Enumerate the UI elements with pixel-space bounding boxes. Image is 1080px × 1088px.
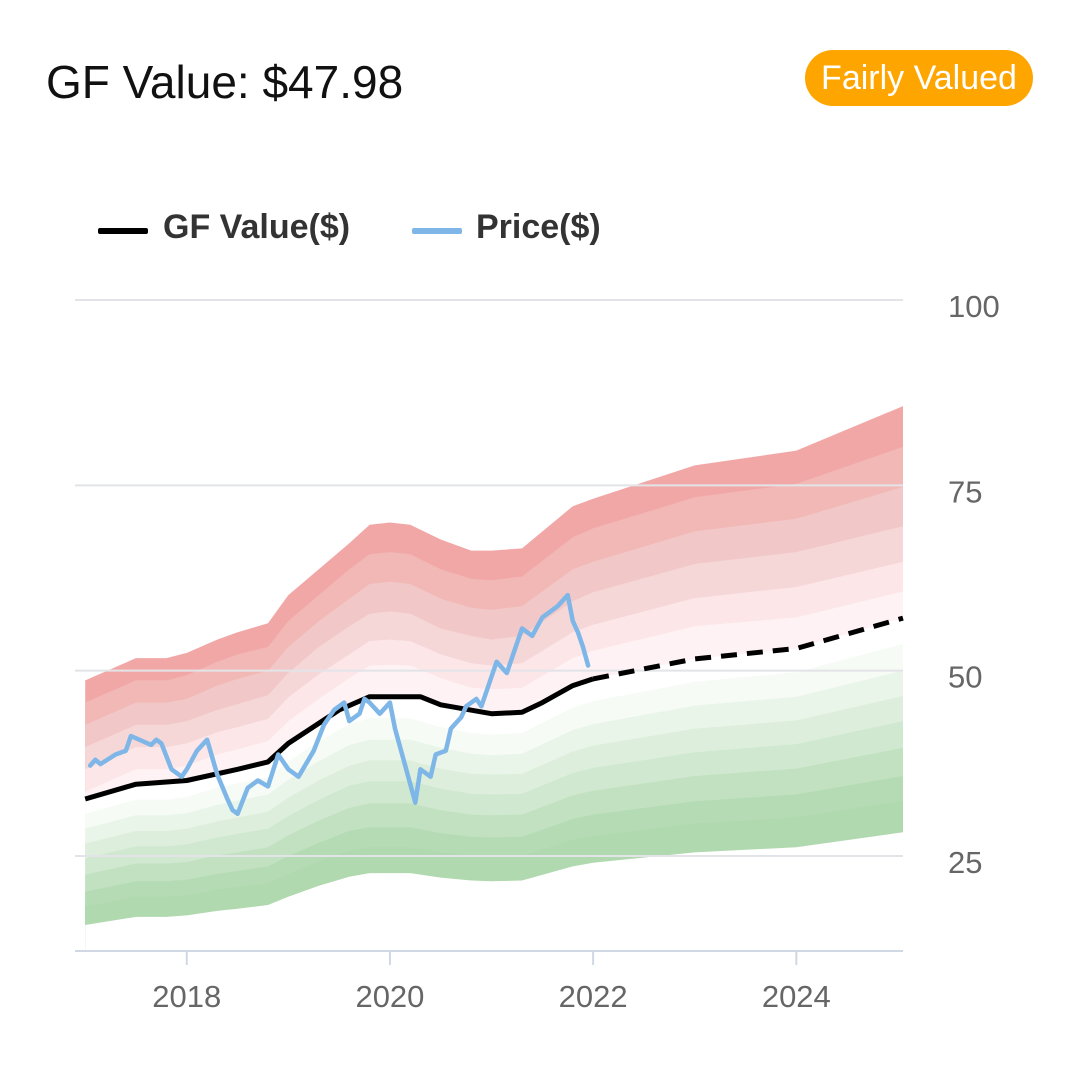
legend-gf-value-swatch [98,228,148,234]
grid-lines [75,299,903,857]
valuation-band-14 [85,832,903,951]
valuation-bands [85,406,903,952]
x-tick-label-2024: 2024 [762,979,831,1014]
gf-value-projection-line [592,615,904,682]
valuation-badge: Fairly Valued [805,50,1033,106]
x-axis [75,950,903,965]
legend-gf-value-label: GF Value($) [163,208,351,246]
y-tick-label-50: 50 [948,660,982,695]
y-tick-label-100: 100 [948,289,1000,324]
legend-price-label: Price($) [476,208,601,246]
x-tick-label-2020: 2020 [355,979,424,1014]
x-tick-label-2018: 2018 [152,979,221,1014]
y-tick-label-75: 75 [948,474,982,509]
legend-price-swatch [412,228,462,234]
tick-labels: 100 75 50 25 2018 2020 2022 2024 [152,289,999,1014]
series-lines [84,592,904,817]
x-tick-label-2022: 2022 [559,979,628,1014]
gf-value-title: GF Value: $47.98 [46,56,404,108]
y-tick-label-25: 25 [948,845,982,880]
gf-value-line [84,676,594,802]
price-line [87,592,591,817]
